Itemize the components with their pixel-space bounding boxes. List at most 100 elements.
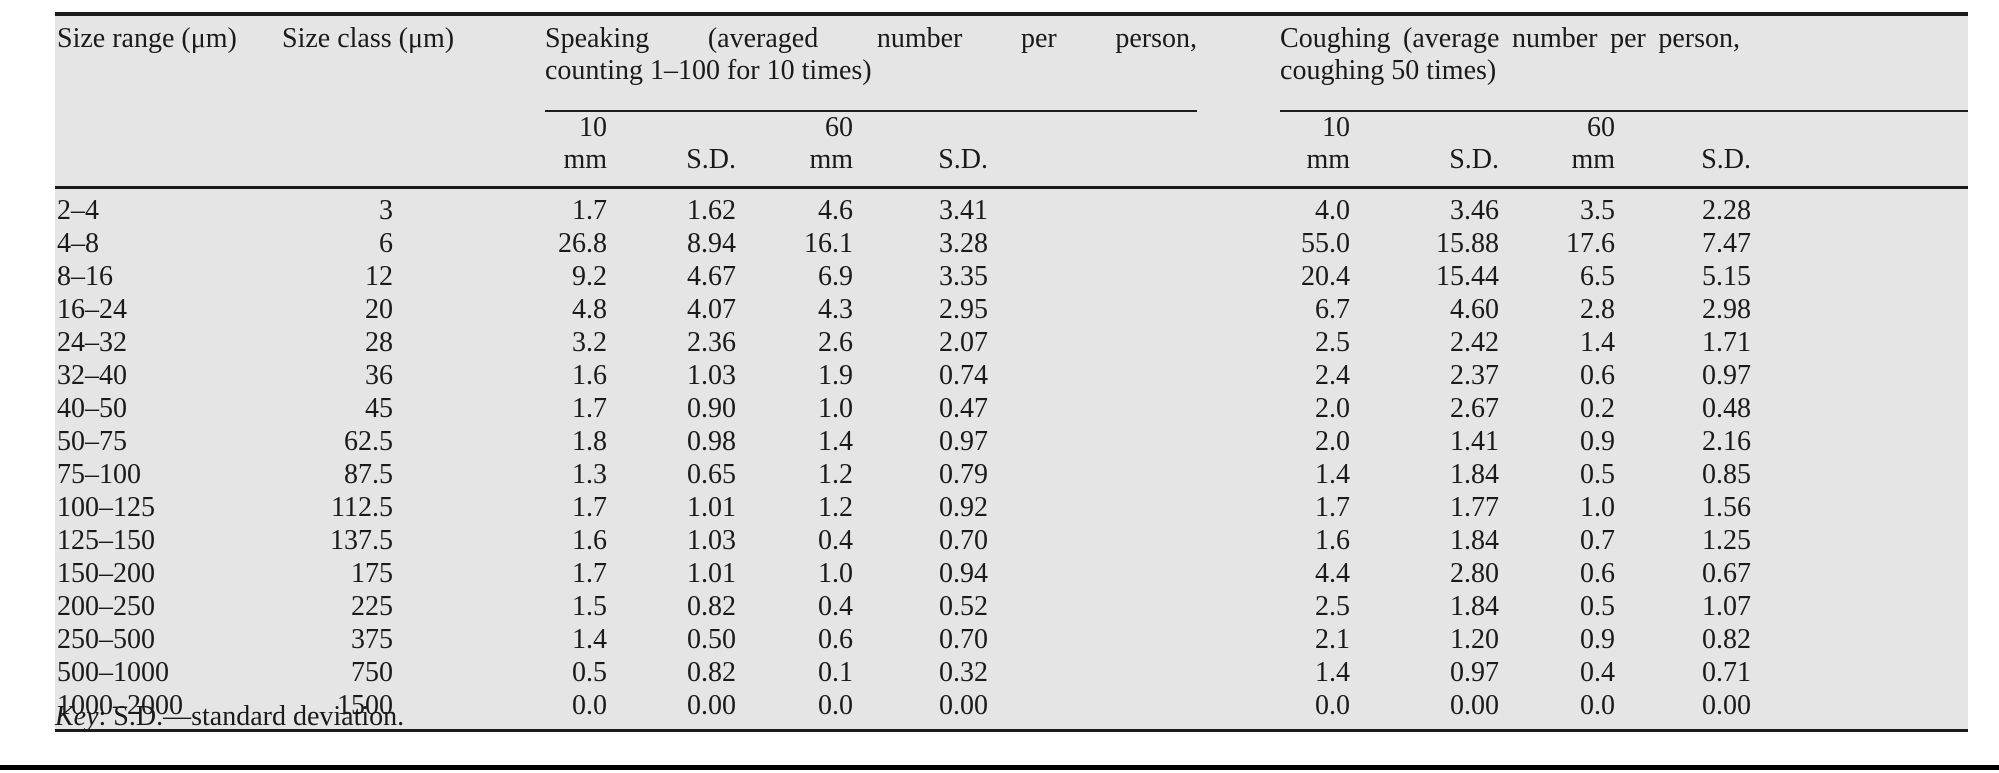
spacer-cell — [1033, 326, 1197, 359]
speaking-10mm-cell: 4.8 — [572, 294, 607, 325]
speaking-10mm-cell: 1.3 — [572, 459, 607, 490]
speaking-10mm-cell: 1.7 — [572, 393, 607, 424]
size-range-cell: 2–4 — [57, 195, 99, 226]
speaking-60mm-cell: 1.2 — [818, 492, 853, 523]
speaking-10mm-cell: 1.5 — [572, 591, 607, 622]
table-row: 200–250 225 1.5 0.82 0.4 0.52 2.5 1.84 0.5 1.07 — [55, 590, 1968, 623]
speaking-sd2-cell: 3.28 — [939, 228, 988, 259]
speaking-sd-cell: 0.82 — [687, 591, 736, 622]
spacer-cell — [1197, 425, 1280, 458]
speaking-sd-cell: 0.65 — [687, 459, 736, 490]
speaking-60mm-cell: 6.9 — [818, 261, 853, 292]
coughing-60mm-cell: 0.9 — [1580, 426, 1616, 457]
speaking-60mm-cell: 0.6 — [818, 624, 853, 655]
coughing-10mm-cell: 6.7 — [1315, 294, 1351, 325]
coughing-header-box: Coughing (average number per person, cou… — [1280, 23, 1740, 87]
speaking-60mm-cell: 0.4 — [818, 525, 853, 556]
size-range-cell: 40–50 — [57, 393, 127, 424]
table-row: 125–150 137.5 1.6 1.03 0.4 0.70 1.6 1.84 0.7 1.25 — [55, 524, 1968, 557]
coughing-10mm-cell: 1.4 — [1315, 657, 1351, 688]
spacer-cell — [1033, 689, 1197, 731]
size-range-cell: 150–200 — [57, 558, 155, 589]
coughing-60mm-cell: 0.6 — [1580, 558, 1616, 589]
speaking-60mm-cell: 1.2 — [818, 459, 853, 490]
spacer-cell — [1033, 188, 1197, 228]
size-class-cell: 375 — [351, 624, 393, 655]
size-class-cell: 62.5 — [344, 426, 393, 457]
spacer-cell — [1033, 524, 1197, 557]
coughing-sd-cell: 1.84 — [1450, 591, 1500, 622]
speaking-10mm-cell: 1.7 — [572, 195, 607, 226]
speaking-10mm-cell: 1.8 — [572, 426, 607, 457]
size-range-cell: 75–100 — [57, 459, 141, 490]
coughing-sd-cell: 1.41 — [1450, 426, 1500, 457]
coughing-10mm-cell: 20.4 — [1301, 261, 1351, 292]
speaking-60mm-cell: 2.6 — [818, 327, 853, 358]
speaking-sd-cell: 1.03 — [687, 525, 736, 556]
coughing-10mm-cell: 1.6 — [1315, 525, 1351, 556]
speaking-60mm-cell: 1.4 — [818, 426, 853, 457]
coughing-sd2-cell: 1.25 — [1702, 525, 1752, 556]
coughing-sd2-cell: 1.56 — [1702, 492, 1752, 523]
spacer-cell — [1197, 491, 1280, 524]
speaking-10mm-cell: 1.7 — [572, 492, 607, 523]
coughing-sd2-cell: 1.71 — [1702, 327, 1752, 358]
coughing-10mm-cell: 2.5 — [1315, 591, 1351, 622]
speaking-60mm-header: 60 mm — [781, 111, 898, 189]
size-class-cell: 225 — [351, 591, 393, 622]
spacer-cell — [1033, 557, 1197, 590]
spacer-cell — [1033, 359, 1197, 392]
coughing-sd-cell: 0.97 — [1450, 657, 1500, 688]
sub-header-row: 10 mm S.D. 60 mm S.D. 10 mm S.D. 60 mm S… — [55, 111, 1969, 189]
coughing-sd-cell: 2.80 — [1450, 558, 1500, 589]
speaking-10mm-cell: 1.6 — [572, 525, 607, 556]
coughing-10mm-cell: 2.0 — [1315, 393, 1351, 424]
size-range-cell: 32–40 — [57, 360, 127, 391]
size-range-cell: 50–75 — [57, 426, 127, 457]
coughing-sd-cell: 1.77 — [1450, 492, 1500, 523]
size-class-cell: 112.5 — [331, 492, 393, 523]
speaking-sd2-cell: 3.41 — [939, 195, 988, 226]
spacer-cell — [1033, 260, 1197, 293]
speaking-60mm-cell: 1.0 — [818, 558, 853, 589]
speaking-sd-cell: 0.82 — [687, 657, 736, 688]
size-range-cell: 100–125 — [57, 492, 155, 523]
spacer-cell — [1197, 623, 1280, 656]
speaking-trailing-space — [1033, 111, 1198, 189]
coughing-sd-cell: 2.37 — [1450, 360, 1500, 391]
table-row: 2–4 3 1.7 1.62 4.6 3.41 4.0 3.46 3.5 2.28 — [55, 188, 1968, 228]
size-class-cell: 1500 — [337, 690, 393, 721]
speaking-60mm-cell: 1.9 — [818, 360, 853, 391]
size-class-cell: 6 — [379, 228, 393, 259]
spacer-cell — [1033, 623, 1197, 656]
spacer-cell — [1197, 293, 1280, 326]
speaking-sd2-cell: 2.07 — [939, 327, 988, 358]
coughing-10mm-cell: 2.1 — [1315, 624, 1351, 655]
table-row: 40–50 45 1.7 0.90 1.0 0.47 2.0 2.67 0.2 0.48 — [55, 392, 1968, 425]
speaking-60mm-cell: 1.0 — [818, 393, 853, 424]
coughing-10mm-cell: 0.0 — [1315, 690, 1351, 721]
speaking-sd-cell: 8.94 — [687, 228, 736, 259]
coughing-60mm-cell: 0.6 — [1580, 360, 1616, 391]
coughing-sd-cell: 0.00 — [1450, 690, 1500, 721]
coughing-sd2-cell: 0.71 — [1702, 657, 1752, 688]
speaking-sd2-cell: 0.94 — [939, 558, 988, 589]
coughing-sd2-cell: 0.67 — [1702, 558, 1752, 589]
speaking-sd-cell: 4.07 — [687, 294, 736, 325]
coughing-10mm-cell: 4.4 — [1315, 558, 1351, 589]
size-range-cell: 8–16 — [57, 261, 113, 292]
coughing-sd2-cell: 2.28 — [1702, 195, 1752, 226]
spacer-cell — [1197, 590, 1280, 623]
coughing-10mm-cell: 2.4 — [1315, 360, 1351, 391]
coughing-sd2-cell: 2.16 — [1702, 426, 1752, 457]
table-row: 32–40 36 1.6 1.03 1.9 0.74 2.4 2.37 0.6 0.97 — [55, 359, 1968, 392]
column-gap — [1197, 14, 1281, 189]
speaking-sd2-cell: 0.92 — [939, 492, 988, 523]
droplet-count-table-wrap: Size range (μm) Size class (μm) Speaking… — [55, 12, 1969, 732]
speaking-sd-cell: 0.00 — [687, 690, 736, 721]
coughing-10mm-cell: 1.7 — [1315, 492, 1351, 523]
speaking-header-line2: counting 1–100 for 10 times) — [545, 55, 872, 86]
coughing-60mm-cell: 0.0 — [1580, 690, 1616, 721]
spacer-cell — [1197, 557, 1280, 590]
